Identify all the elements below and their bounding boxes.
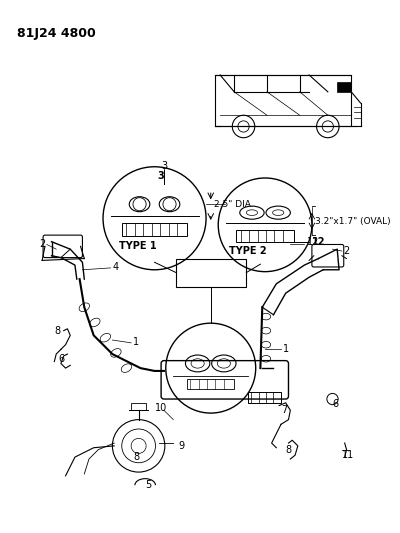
Text: 2.5" DIA.: 2.5" DIA. (214, 200, 253, 209)
Text: 3: 3 (158, 171, 164, 181)
Bar (187, 379, 234, 389)
Bar (176, 259, 246, 287)
Text: 7: 7 (281, 405, 287, 415)
Text: TYPE 1: TYPE 1 (119, 241, 156, 252)
Text: 2: 2 (344, 246, 350, 256)
Text: 11: 11 (342, 450, 354, 460)
Text: 6: 6 (332, 399, 339, 409)
Text: 8: 8 (133, 452, 139, 462)
Text: 10: 10 (154, 403, 167, 414)
Bar (337, 83, 351, 92)
Text: 3: 3 (161, 161, 167, 171)
Text: 5: 5 (145, 480, 152, 490)
Text: 8: 8 (286, 445, 292, 455)
Text: 9: 9 (178, 441, 184, 451)
Text: 12: 12 (307, 237, 320, 247)
Bar (131, 403, 146, 410)
Text: 1: 1 (133, 337, 139, 347)
Text: 3.2"x1.7" (OVAL): 3.2"x1.7" (OVAL) (315, 216, 390, 225)
Bar (236, 230, 294, 241)
Text: 8: 8 (54, 326, 60, 336)
Text: TYPE 2: TYPE 2 (229, 246, 267, 256)
Bar (248, 392, 281, 403)
Text: 2: 2 (39, 239, 46, 248)
Text: 4: 4 (112, 262, 118, 272)
Text: 1: 1 (283, 344, 289, 354)
Bar (216, 75, 351, 126)
Bar (122, 223, 187, 236)
Text: 81J24 4800: 81J24 4800 (17, 27, 96, 41)
Text: 12: 12 (312, 237, 326, 247)
Text: 6: 6 (58, 354, 64, 364)
